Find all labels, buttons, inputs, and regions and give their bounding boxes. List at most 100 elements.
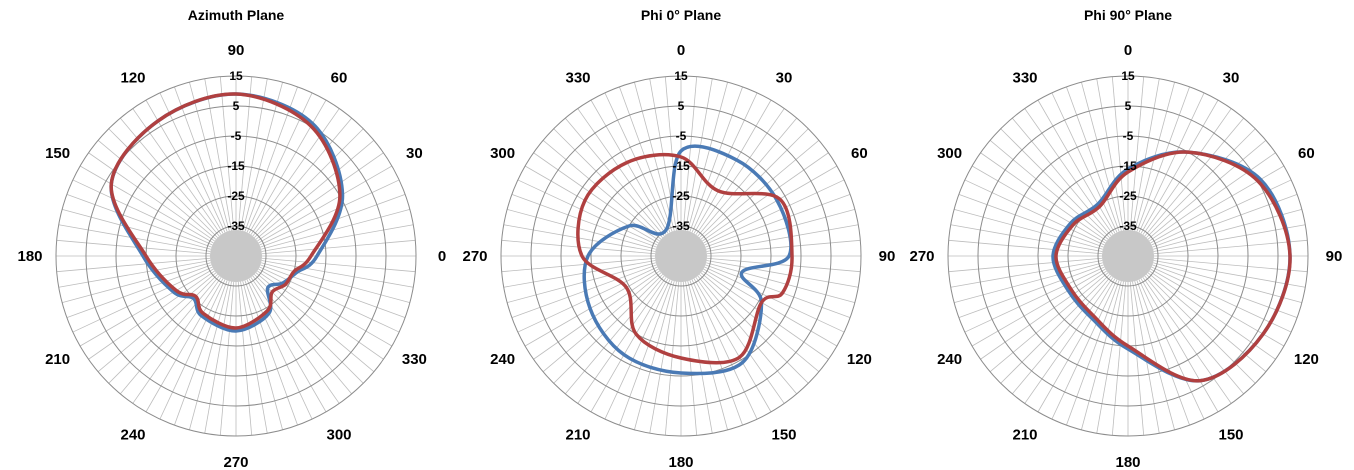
spoke-line	[1147, 139, 1267, 240]
radial-tick-label: -15	[672, 159, 690, 173]
spoke-line	[66, 264, 212, 318]
spoke-line	[56, 239, 211, 255]
spoke-line	[1153, 209, 1302, 250]
spoke-line	[259, 179, 400, 246]
chart-title: Azimuth Plane	[188, 7, 285, 23]
spoke-line	[261, 262, 410, 303]
grid-ring	[500, 75, 862, 437]
spoke-line	[954, 262, 1103, 303]
angle-tick-label: 120	[120, 70, 145, 87]
spoke-line	[989, 139, 1109, 240]
spoke-line	[664, 281, 680, 436]
spoke-line	[1024, 277, 1114, 404]
angle-tick-label: 270	[223, 454, 248, 470]
spoke-line	[248, 278, 327, 413]
angle-tick-label: 330	[402, 351, 427, 368]
inner-disc	[655, 230, 707, 282]
radial-tick-label: -25	[1119, 189, 1137, 203]
radial-tick-label: 5	[1125, 99, 1132, 113]
spoke-line	[79, 268, 214, 347]
spoke-line	[691, 92, 758, 233]
spoke-line	[501, 257, 656, 273]
spoke-line	[689, 86, 743, 232]
spoke-line	[706, 262, 855, 303]
spoke-grid	[948, 76, 1308, 436]
angle-tick-label: 30	[406, 145, 423, 162]
angle-tick-label: 150	[1218, 426, 1243, 443]
radial-tick-label: -5	[1123, 129, 1134, 143]
spoke-line	[524, 268, 659, 347]
angle-tick-label: 240	[937, 351, 962, 368]
spoke-line	[691, 279, 758, 420]
spoke-line	[1150, 165, 1285, 244]
spoke-line	[1066, 280, 1120, 426]
spoke-line	[553, 128, 663, 238]
spoke-line	[252, 117, 353, 237]
grid-ring	[977, 105, 1279, 407]
spoke-line	[693, 99, 772, 234]
spoke-line	[964, 179, 1105, 246]
spoke-line	[634, 281, 675, 430]
spoke-line	[687, 82, 728, 231]
spoke-line	[706, 260, 859, 288]
spoke-line	[260, 264, 406, 318]
spoke-line	[695, 277, 785, 404]
spoke-line	[261, 260, 414, 288]
spoke-line	[948, 257, 1103, 273]
spoke-line	[259, 266, 400, 333]
grid-ring	[1067, 195, 1189, 317]
radial-tick-label: -15	[1119, 159, 1137, 173]
spoke-line	[1153, 262, 1302, 303]
spoke-line	[1147, 272, 1267, 373]
spoke-line	[1011, 275, 1112, 395]
spoke-line	[62, 262, 211, 303]
spoke-line	[1129, 281, 1145, 436]
spoke-line	[1136, 86, 1190, 232]
spoke-line	[258, 268, 393, 347]
spoke-line	[1153, 224, 1306, 252]
radial-tick-label: 15	[674, 69, 688, 83]
spoke-line	[702, 152, 829, 242]
spoke-line	[702, 270, 829, 360]
spoke-line	[542, 272, 662, 373]
angle-tick-label: 180	[668, 454, 693, 470]
radial-tick-label: -5	[231, 129, 242, 143]
spoke-line	[980, 270, 1107, 360]
spoke-line	[706, 239, 861, 255]
inner-disc	[1102, 230, 1154, 282]
angle-tick-label: 0	[438, 248, 446, 265]
spoke-line	[204, 281, 232, 434]
spoke-line	[511, 194, 657, 248]
angle-tick-label: 210	[1012, 426, 1037, 443]
spoke-line	[564, 117, 665, 237]
grid-ring	[1007, 135, 1249, 377]
spoke-line	[693, 278, 772, 413]
spoke-line	[240, 78, 268, 231]
spoke-line	[174, 280, 228, 426]
angle-tick-label: 330	[1012, 70, 1037, 87]
spoke-line	[255, 139, 375, 240]
spoke-line	[971, 165, 1106, 244]
spoke-line	[695, 108, 785, 235]
spoke-line	[1153, 239, 1308, 255]
spoke-line	[619, 86, 673, 232]
spoke-line	[174, 86, 228, 232]
spoke-line	[507, 209, 656, 250]
radial-tick-label: 15	[1121, 69, 1135, 83]
angle-tick-label: 240	[120, 426, 145, 443]
spoke-line	[242, 82, 283, 231]
spoke-line	[1144, 275, 1245, 395]
spoke-line	[685, 281, 713, 434]
spoke-line	[1146, 128, 1256, 238]
spoke-line	[58, 260, 211, 288]
spoke-line	[1081, 82, 1122, 231]
spoke-line	[704, 266, 845, 333]
grid-ring	[560, 135, 802, 377]
spoke-line	[261, 224, 414, 252]
series-line-2	[576, 152, 794, 365]
grid-ring	[947, 75, 1309, 437]
spoke-line	[189, 82, 230, 231]
radial-tick-label: 15	[229, 69, 243, 83]
